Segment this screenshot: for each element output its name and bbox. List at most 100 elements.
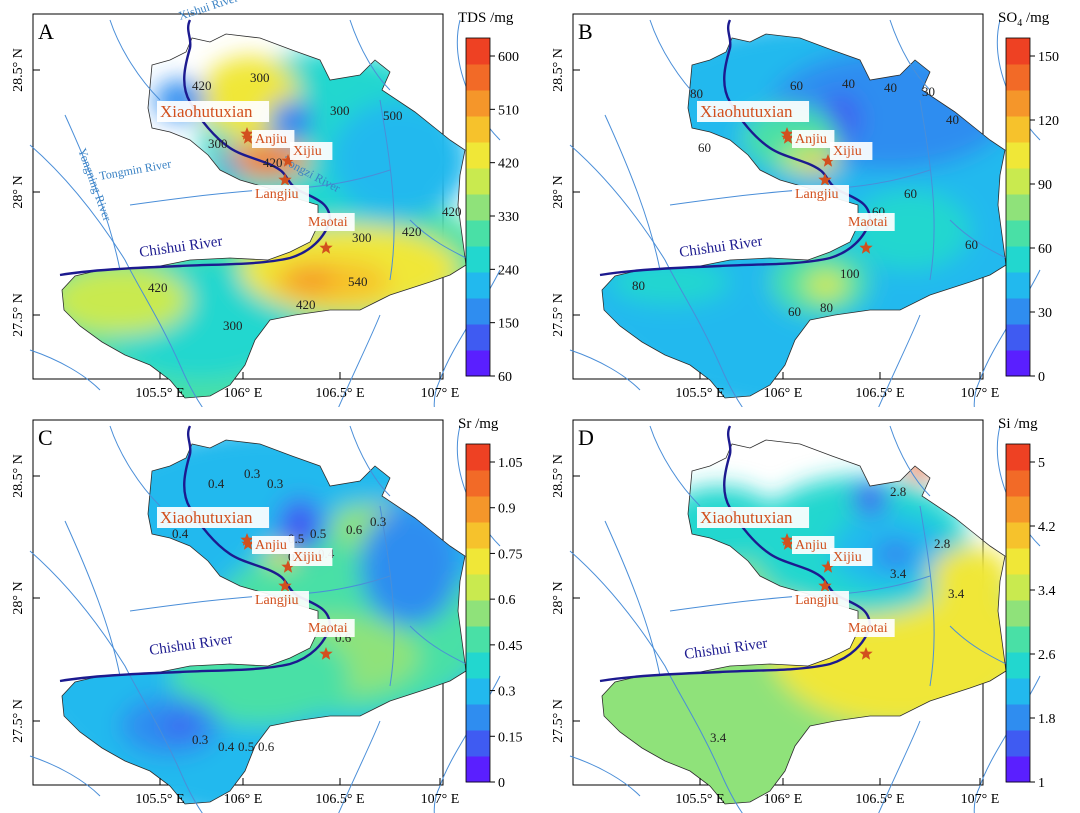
colorbar-step <box>1006 678 1030 705</box>
colorbar-step <box>466 90 490 117</box>
colorbar-step <box>1006 652 1030 679</box>
surface-blob <box>218 158 242 174</box>
town-label: Anjiu <box>795 538 827 553</box>
contour-label: 300 <box>223 318 243 333</box>
surface-blob <box>330 100 466 220</box>
town-label-box <box>830 548 873 566</box>
town-label-box <box>792 130 835 148</box>
colorbar-step <box>466 168 490 195</box>
colorbar-step <box>1006 246 1030 273</box>
lat-tick-label: 28° N <box>551 175 566 208</box>
town-label-box <box>845 619 895 637</box>
tributary-river <box>919 99 935 281</box>
colorbar-step <box>466 574 490 601</box>
colorbar-step <box>1006 704 1030 731</box>
contour-label: 80 <box>690 86 703 101</box>
town-label-box <box>792 591 849 609</box>
colorbar-tick-label: 420 <box>498 157 519 172</box>
colorbar-tick-label: 0.45 <box>498 639 523 654</box>
colorbar-tick-label: 60 <box>498 370 512 385</box>
colorbar-tick-label: 1.8 <box>1038 712 1056 727</box>
contour-label: 300 <box>352 230 372 245</box>
surface-blob <box>850 190 970 270</box>
town-label: Maotai <box>308 621 348 636</box>
colorbar-step <box>466 678 490 705</box>
lon-tick-label: 107° E <box>421 792 460 807</box>
colorbar-step <box>1006 470 1030 497</box>
colorbar-step <box>1006 522 1030 549</box>
panel-letter: D <box>578 425 594 450</box>
tributary-river <box>949 219 1011 261</box>
colorbar-unit-label: Sr /mg <box>458 416 499 432</box>
colorbar-step <box>466 324 490 351</box>
contour-label: 40 <box>884 80 897 95</box>
contour-label: 60 <box>965 237 978 252</box>
sr-map: 0.40.30.30.50.40.50.60.30.50.40.60.30.40… <box>11 416 523 813</box>
colorbar-step <box>1006 444 1030 471</box>
contour-labels: 2.8 2.8 3.4 3.4 3.4 <box>710 484 965 745</box>
contour-label: 3.4 <box>948 586 965 601</box>
colorbar-tick-label: 90 <box>1038 178 1052 193</box>
town-star-icon <box>781 131 795 144</box>
colorbar-frame <box>1005 443 1031 783</box>
contour-label: 0.5 <box>238 739 254 754</box>
colorbar-step <box>1006 600 1030 627</box>
town-star-icon <box>319 647 333 660</box>
colorbar-tick-label: 3.4 <box>1038 584 1056 599</box>
town-label: Xiaohutuxian <box>700 102 793 121</box>
colorbar-tick-label: 1.05 <box>498 456 523 471</box>
tributary-river <box>569 550 743 813</box>
tributary-river <box>604 520 661 677</box>
lon-tick-label: 106° E <box>224 386 263 401</box>
contour-label: 30 <box>922 84 935 99</box>
colorbar-step <box>1006 626 1030 653</box>
contour-label: 60 <box>698 140 711 155</box>
panel-letter: C <box>38 425 53 450</box>
colorbar-tick-label: 0 <box>498 776 505 791</box>
town-label-box <box>252 185 309 203</box>
unit-subscript: 4 <box>1017 18 1022 29</box>
town-label-box <box>290 142 333 160</box>
colorbar-step <box>466 470 490 497</box>
town-label-box <box>157 101 270 122</box>
lon-tick-label: 106.5° E <box>855 386 904 401</box>
surface-blob <box>930 546 1006 606</box>
panel-letter-box <box>575 18 597 42</box>
lat-tick-label: 28.5° N <box>11 48 26 92</box>
lon-tick-label: 106.5° E <box>315 386 364 401</box>
colorbar-frame <box>465 37 491 377</box>
colorbar-tick-label: 4.2 <box>1038 520 1056 535</box>
contour-label: 0.6 <box>258 739 275 754</box>
tributary-river <box>878 720 921 813</box>
colorbar-step <box>466 626 490 653</box>
colorbar-step <box>466 142 490 169</box>
lon-tick-label: 105.5° E <box>675 792 724 807</box>
town-star-icon <box>780 533 794 546</box>
surface-blob <box>889 550 905 562</box>
town-star-icon <box>818 579 832 592</box>
lat-tick-label: 28° N <box>551 581 566 614</box>
so4-map-panel: 80 60 40 40 30 40 60 60 60 60 80 100 60 80 Chishui Riv… <box>540 0 1080 407</box>
colorbar-tick-label: 120 <box>1038 114 1059 129</box>
basin-boundary <box>61 33 467 399</box>
colorbar-unit-label: TDS /mg <box>458 10 514 26</box>
town-label: Xijiu <box>833 144 862 159</box>
lon-tick-label: 106° E <box>764 386 803 401</box>
colorbar-step <box>1006 298 1030 325</box>
colorbar-unit-label: Si /mg <box>998 416 1038 432</box>
tributary-river <box>649 425 701 507</box>
town-star-icon <box>241 537 255 550</box>
colorbar-step <box>1006 496 1030 523</box>
tributary-river <box>878 314 921 407</box>
colorbar-tick-label: 600 <box>498 50 519 65</box>
lat-tick-label: 28° N <box>11 581 26 614</box>
colorbar-step <box>1006 220 1030 247</box>
contour-label: 0.5 <box>310 526 326 541</box>
town-label: Xijiu <box>293 550 322 565</box>
town-star-icon <box>240 533 254 546</box>
colorbar-step <box>466 522 490 549</box>
colorbar-step <box>466 350 490 377</box>
colorbar-step <box>1006 116 1030 143</box>
